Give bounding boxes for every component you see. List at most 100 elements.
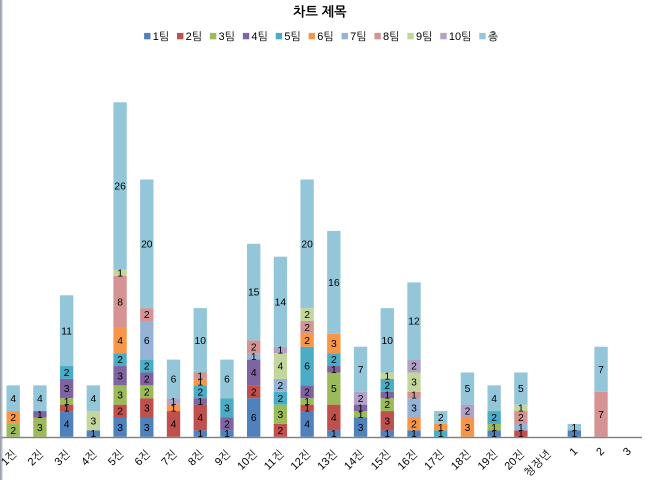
svg-text:1: 1: [64, 403, 70, 414]
svg-text:3: 3: [224, 403, 230, 414]
svg-text:1: 1: [224, 429, 230, 440]
svg-text:1: 1: [571, 429, 577, 440]
svg-text:2: 2: [411, 362, 417, 373]
svg-text:3: 3: [117, 391, 123, 402]
svg-text:1: 1: [251, 352, 257, 363]
svg-text:1: 1: [304, 403, 310, 414]
svg-text:4: 4: [491, 394, 497, 405]
svg-text:2: 2: [10, 426, 16, 437]
svg-text:2: 2: [224, 420, 230, 431]
svg-text:1: 1: [438, 423, 444, 434]
svg-text:4: 4: [278, 362, 284, 373]
svg-text:3: 3: [90, 416, 96, 427]
svg-text:26: 26: [114, 182, 126, 193]
svg-text:2: 2: [304, 336, 310, 347]
svg-text:10: 10: [449, 31, 461, 43]
svg-text:6: 6: [304, 362, 310, 373]
svg-text:2: 2: [144, 387, 150, 398]
svg-text:1: 1: [197, 429, 203, 440]
svg-text:2: 2: [197, 387, 203, 398]
svg-text:2: 2: [64, 368, 70, 379]
svg-text:20: 20: [141, 239, 153, 250]
svg-text:7: 7: [350, 31, 356, 43]
svg-text:3: 3: [331, 339, 337, 350]
svg-text:2: 2: [304, 387, 310, 398]
svg-text:6: 6: [144, 336, 150, 347]
svg-text:1: 1: [384, 429, 390, 440]
svg-text:2: 2: [384, 400, 390, 411]
svg-text:8: 8: [117, 297, 123, 308]
svg-text:2: 2: [251, 387, 257, 398]
svg-text:2: 2: [304, 323, 310, 334]
svg-text:2: 2: [144, 310, 150, 321]
svg-text:1: 1: [197, 397, 203, 408]
svg-text:5: 5: [331, 384, 337, 395]
svg-text:1: 1: [518, 423, 524, 434]
svg-text:15: 15: [248, 288, 260, 299]
svg-text:1: 1: [304, 397, 310, 408]
svg-text:2: 2: [278, 394, 284, 405]
svg-text:3: 3: [64, 384, 70, 395]
svg-text:1: 1: [491, 423, 497, 434]
svg-text:16: 16: [328, 278, 340, 289]
svg-text:2: 2: [144, 362, 150, 373]
svg-text:2: 2: [117, 407, 123, 418]
svg-text:7: 7: [598, 410, 604, 421]
svg-text:1: 1: [117, 268, 123, 279]
svg-text:4: 4: [64, 420, 70, 431]
svg-text:2: 2: [251, 342, 257, 353]
svg-text:2: 2: [491, 413, 497, 424]
svg-text:1: 1: [518, 429, 524, 440]
svg-text:9: 9: [416, 31, 422, 43]
svg-text:1: 1: [358, 410, 364, 421]
svg-text:3: 3: [411, 403, 417, 414]
svg-text:4: 4: [304, 420, 310, 431]
svg-text:5: 5: [284, 31, 290, 43]
svg-text:1: 1: [491, 429, 497, 440]
svg-text:4: 4: [251, 31, 257, 43]
svg-text:4: 4: [90, 394, 96, 405]
svg-text:1: 1: [411, 429, 417, 440]
svg-text:2: 2: [186, 31, 192, 43]
svg-text:3: 3: [117, 371, 123, 382]
svg-text:14: 14: [275, 297, 287, 308]
svg-text:3: 3: [411, 378, 417, 389]
svg-text:2: 2: [278, 426, 284, 437]
svg-text:4: 4: [171, 420, 177, 431]
svg-text:1: 1: [358, 403, 364, 414]
svg-text:4: 4: [117, 336, 123, 347]
svg-text:1: 1: [411, 391, 417, 402]
svg-text:20: 20: [301, 239, 313, 250]
svg-text:8: 8: [383, 31, 389, 43]
svg-text:1: 1: [197, 371, 203, 382]
svg-text:3: 3: [384, 416, 390, 427]
svg-text:2: 2: [144, 375, 150, 386]
svg-text:2: 2: [438, 413, 444, 424]
svg-text:1: 1: [331, 365, 337, 376]
svg-text:1: 1: [384, 391, 390, 402]
svg-text:2: 2: [465, 407, 471, 418]
svg-text:4: 4: [331, 413, 337, 424]
svg-text:1: 1: [90, 429, 96, 440]
svg-text:1: 1: [153, 31, 159, 43]
svg-text:1: 1: [0, 456, 12, 469]
svg-text:2: 2: [10, 413, 16, 424]
svg-text:2: 2: [117, 355, 123, 366]
svg-text:4: 4: [37, 394, 43, 405]
svg-text:3: 3: [117, 423, 123, 434]
svg-text:2: 2: [304, 310, 310, 321]
svg-text:2: 2: [411, 420, 417, 431]
svg-text:6: 6: [251, 413, 257, 424]
svg-text:3: 3: [278, 410, 284, 421]
svg-text:6: 6: [224, 375, 230, 386]
svg-text:1: 1: [384, 371, 390, 382]
svg-text:2: 2: [518, 413, 524, 424]
svg-text:6: 6: [317, 31, 323, 43]
svg-text:1: 1: [37, 410, 43, 421]
svg-text:2: 2: [278, 381, 284, 392]
svg-text:4: 4: [197, 413, 203, 424]
svg-text:7: 7: [358, 365, 364, 376]
svg-text:3: 3: [37, 423, 43, 434]
svg-text:1: 1: [518, 403, 524, 414]
svg-text:1: 1: [197, 378, 203, 389]
